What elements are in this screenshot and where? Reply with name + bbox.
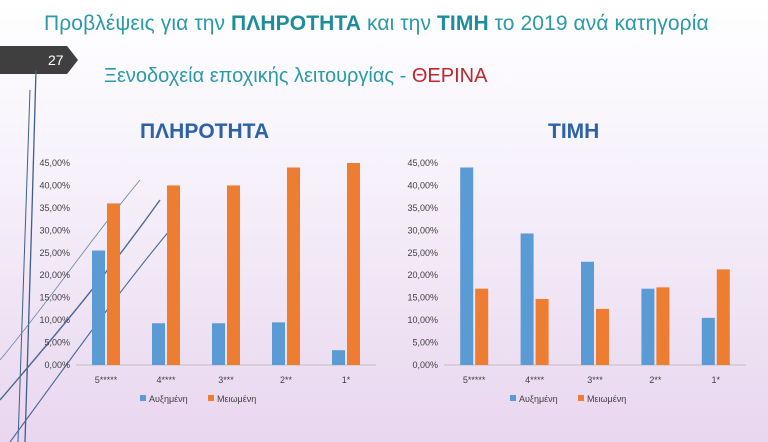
y-tick-label: 25,00% [39,248,70,258]
y-tick-label: 10,00% [407,315,438,325]
legend-swatch [578,395,584,401]
price-chart-title: ΤΙΜΗ [548,120,600,143]
x-tick-label: 4**** [525,375,545,385]
bar-increased [520,233,534,365]
y-tick-label: 35,00% [39,203,70,213]
bar-increased [152,323,165,365]
slide-subtitle: Ξενοδοχεία εποχικής λειτουργίας - ΘΕΡΙΝΑ [104,65,488,87]
x-tick-label: 4**** [156,375,176,385]
slide-title: Προβλέψεις για την ΠΛΗΡΟΤΗΤΑ και την ΤΙΜ… [44,12,709,35]
x-tick-label: 5***** [95,375,118,385]
subtitle-season: ΘΕΡΙΝΑ [411,65,488,87]
bar-increased [581,261,594,365]
legend-swatch [140,395,146,401]
bar-decreased [167,185,180,365]
bar-increased [212,323,225,365]
y-tick-label: 15,00% [407,293,438,303]
top-strip [0,0,768,8]
bar-increased [332,350,345,365]
y-tick-label: 35,00% [407,203,438,213]
bar-decreased [535,299,549,365]
y-tick-label: 45,00% [407,158,438,168]
title-emphasis-price: ΤΙΜΗ [437,12,489,35]
y-tick-label: 30,00% [407,225,438,235]
bar-increased [92,250,105,365]
bar-decreased [347,163,360,365]
bar-decreased [596,308,609,365]
bar-decreased [287,167,300,365]
y-tick-label: 0,00% [44,360,70,370]
legend-label: Μειωμένη [217,394,256,404]
y-tick-label: 5,00% [412,338,438,348]
y-tick-label: 40,00% [407,180,438,190]
legend-swatch [208,395,214,401]
bar-decreased [107,203,120,365]
bar-increased [641,288,655,365]
bar-decreased [716,269,730,365]
y-tick-label: 15,00% [39,293,70,303]
occupancy-chart-title: ΠΛΗΡΟΤΗΤΑ [140,120,270,143]
x-tick-label: 1* [712,375,721,385]
bar-decreased [227,185,240,365]
y-tick-label: 20,00% [407,270,438,280]
y-tick-label: 45,00% [39,158,70,168]
page-number: 27 [0,46,78,74]
y-tick-label: 20,00% [39,270,70,280]
y-tick-label: 30,00% [39,225,70,235]
x-tick-label: 1* [342,375,351,385]
legend-label: Μειωμένη [587,394,626,404]
y-tick-label: 40,00% [39,180,70,190]
legend-label: Αυξημένη [149,394,188,404]
y-tick-label: 0,00% [412,360,438,370]
x-tick-label: 2** [280,375,293,385]
bar-decreased [656,287,670,365]
x-tick-label: 5***** [463,375,486,385]
y-tick-label: 10,00% [39,315,70,325]
bar-decreased [475,288,489,365]
title-emphasis-occupancy: ΠΛΗΡΟΤΗΤΑ [231,12,362,35]
y-tick-label: 5,00% [44,338,70,348]
y-tick-label: 25,00% [407,248,438,258]
x-tick-label: 2** [649,375,662,385]
legend-label: Αυξημένη [519,394,558,404]
x-tick-label: 3*** [218,375,234,385]
x-tick-label: 3*** [587,375,603,385]
bar-increased [272,322,285,365]
bar-increased [460,167,474,365]
bar-increased [701,317,715,365]
legend-swatch [510,395,516,401]
